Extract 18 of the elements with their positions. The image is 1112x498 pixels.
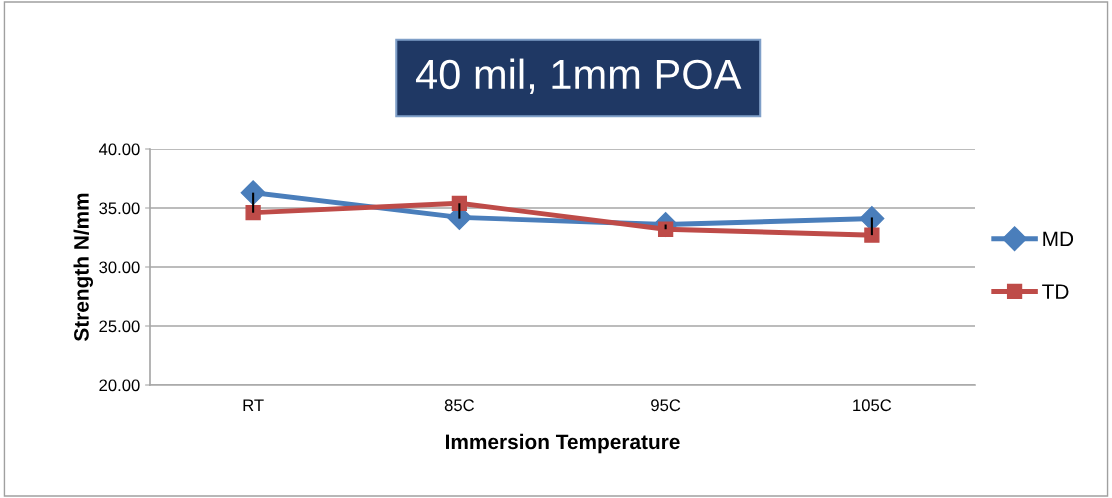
y-tick-label: 35.00 <box>99 202 140 215</box>
x-tick-label: 105C <box>853 399 892 412</box>
y-axis-title: Strength N/mm <box>73 193 94 342</box>
legend-label: TD <box>1042 284 1069 299</box>
y-tick-label: 25.00 <box>99 320 140 333</box>
y-tick-label: 40.00 <box>98 143 140 156</box>
point <box>864 227 880 243</box>
x-axis-title: Immersion Temperature <box>445 433 680 454</box>
point <box>240 180 266 206</box>
y-tick-label: 30.00 <box>99 261 140 274</box>
x-tick-label: 85C <box>444 399 475 412</box>
point <box>245 205 261 221</box>
point <box>451 195 468 211</box>
chart-title: 40 mil, 1mm POA <box>415 58 742 95</box>
legend-label: MD <box>1043 231 1074 247</box>
y-tick-label: 20.00 <box>99 379 140 392</box>
x-tick-label: 95C <box>651 399 681 412</box>
x-tick-label: RT <box>243 399 264 411</box>
